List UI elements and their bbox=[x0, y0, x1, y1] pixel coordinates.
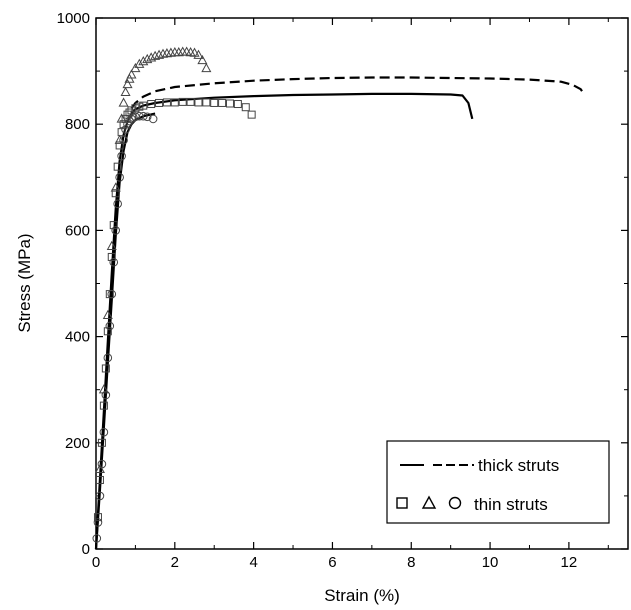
triangle-marker bbox=[118, 97, 129, 107]
circle-marker bbox=[105, 321, 115, 331]
square-marker bbox=[111, 189, 120, 198]
circle-marker bbox=[103, 353, 113, 363]
triangle-marker bbox=[142, 53, 153, 64]
circle-marker bbox=[142, 112, 152, 122]
square-marker bbox=[113, 162, 122, 171]
triangle-marker bbox=[122, 78, 133, 89]
square-marker bbox=[97, 438, 106, 447]
square-marker bbox=[109, 221, 118, 230]
legend-triangle-symbol bbox=[421, 495, 437, 509]
y-axis-title: Stress (MPa) bbox=[15, 233, 34, 332]
x-tick-label: 2 bbox=[171, 554, 179, 571]
triangle-marker bbox=[114, 134, 125, 144]
circle-marker bbox=[138, 111, 148, 121]
triangle-marker bbox=[134, 58, 145, 68]
legend-label-thin: thin struts bbox=[474, 495, 548, 514]
square-marker bbox=[202, 98, 211, 107]
triangle-marker bbox=[197, 54, 208, 65]
square-marker bbox=[225, 99, 234, 108]
circle-marker bbox=[117, 151, 126, 161]
circle-marker bbox=[95, 491, 105, 501]
triangle-marker bbox=[154, 49, 165, 59]
triangle-marker bbox=[98, 384, 109, 394]
square-marker bbox=[95, 475, 104, 484]
circle-marker bbox=[115, 173, 124, 182]
y-tick-label: 800 bbox=[65, 116, 90, 133]
square-marker bbox=[186, 97, 195, 106]
square-marker bbox=[115, 141, 124, 150]
x-tick-label: 12 bbox=[561, 554, 578, 571]
square-marker bbox=[210, 98, 219, 107]
circle-marker bbox=[99, 427, 109, 437]
square-marker bbox=[93, 513, 102, 522]
triangle-marker bbox=[106, 240, 117, 251]
circle-marker bbox=[101, 390, 111, 400]
triangle-marker bbox=[94, 463, 105, 474]
triangle-marker bbox=[126, 69, 137, 79]
square-marker bbox=[101, 364, 110, 373]
circle-marker bbox=[92, 534, 102, 543]
circle-marker bbox=[148, 114, 158, 124]
y-tick-label: 200 bbox=[65, 435, 90, 452]
square-marker bbox=[241, 103, 250, 112]
circle-marker bbox=[93, 518, 103, 527]
x-tick-label: 8 bbox=[407, 554, 415, 571]
x-tick-label: 6 bbox=[328, 554, 336, 571]
axis-ticks: 0 2 4 6 8 10 12 0 200 400 600 800 1000 bbox=[57, 10, 628, 571]
legend: thick struts thin struts bbox=[386, 440, 610, 524]
legend-label-thick: thick struts bbox=[478, 456, 559, 475]
circle-marker bbox=[129, 113, 138, 123]
series-markers bbox=[92, 46, 256, 543]
circle-marker bbox=[111, 226, 121, 235]
triangle-marker bbox=[138, 55, 149, 66]
x-axis-title: Strain (%) bbox=[324, 586, 400, 605]
triangle-marker bbox=[146, 52, 157, 62]
x-tick-label: 4 bbox=[249, 554, 257, 571]
triangle-marker bbox=[102, 309, 113, 320]
solid-series-line-0 bbox=[94, 92, 474, 550]
square-marker bbox=[139, 101, 148, 110]
triangle-marker bbox=[189, 47, 200, 57]
triangle-marker bbox=[150, 50, 161, 60]
triangle-marker bbox=[120, 86, 131, 97]
legend-box bbox=[386, 440, 610, 524]
triangle-marker bbox=[201, 62, 212, 73]
square-marker bbox=[107, 252, 116, 261]
square-marker bbox=[178, 97, 187, 106]
triangle-marker bbox=[116, 113, 127, 123]
legend-circle-symbol bbox=[448, 496, 462, 510]
circle-marker bbox=[97, 459, 107, 469]
square-marker bbox=[233, 100, 242, 109]
square-marker bbox=[147, 100, 156, 109]
x-tick-label: 0 bbox=[92, 554, 100, 571]
square-marker bbox=[218, 98, 227, 107]
square-marker bbox=[247, 110, 256, 119]
y-tick-label: 1000 bbox=[57, 10, 90, 27]
circle-marker bbox=[109, 257, 119, 267]
square-marker bbox=[194, 98, 203, 107]
solid-series-line-1 bbox=[94, 112, 156, 550]
circle-marker bbox=[121, 125, 130, 134]
y-tick-label: 600 bbox=[65, 222, 90, 239]
legend-square-symbol bbox=[396, 497, 408, 509]
square-marker bbox=[155, 98, 164, 107]
circle-marker bbox=[113, 199, 122, 209]
x-tick-label: 10 bbox=[482, 554, 499, 571]
square-marker bbox=[103, 327, 112, 336]
dashed-series-line-2 bbox=[130, 76, 586, 109]
square-marker bbox=[162, 98, 171, 107]
triangle-marker bbox=[110, 182, 121, 192]
square-marker bbox=[170, 98, 179, 107]
square-marker bbox=[99, 401, 108, 410]
triangle-marker bbox=[193, 49, 204, 59]
y-tick-label: 400 bbox=[65, 329, 90, 346]
y-tick-label: 0 bbox=[82, 541, 90, 558]
circle-marker bbox=[107, 289, 117, 299]
circle-marker bbox=[119, 135, 128, 145]
